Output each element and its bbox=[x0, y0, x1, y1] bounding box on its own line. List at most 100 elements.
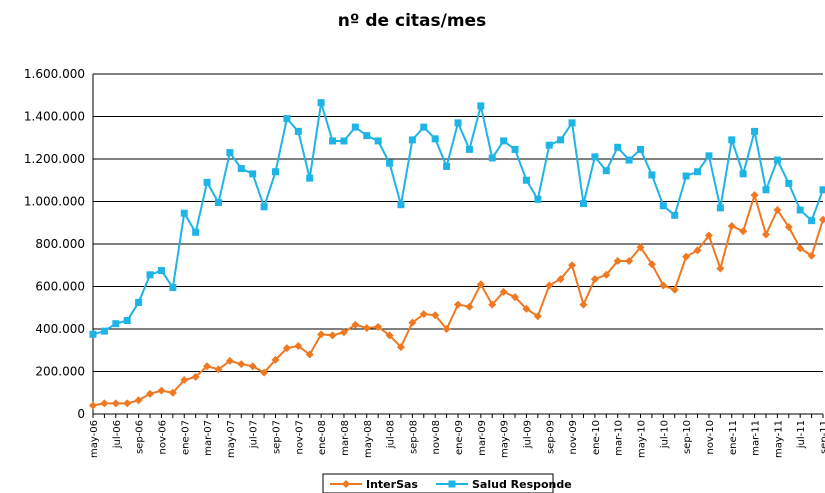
x-tick-label: mar-10 bbox=[614, 420, 625, 456]
y-tick-label: 400.000 bbox=[35, 322, 85, 336]
point bbox=[568, 261, 577, 270]
legend-marker bbox=[448, 480, 456, 488]
x-tick-label: may-07 bbox=[226, 420, 237, 458]
point bbox=[305, 350, 314, 359]
point bbox=[157, 267, 165, 275]
point bbox=[134, 396, 143, 405]
x-tick-label: sep-07 bbox=[272, 420, 283, 454]
point bbox=[533, 312, 542, 321]
point bbox=[591, 153, 599, 161]
x-tick-label: mar-11 bbox=[751, 420, 762, 456]
x-tick-label: nov-06 bbox=[157, 420, 168, 454]
point bbox=[328, 331, 337, 340]
point bbox=[568, 119, 576, 127]
legend-label: Salud Responde bbox=[472, 478, 572, 491]
x-tick-label: ene-08 bbox=[317, 420, 328, 455]
point bbox=[386, 159, 394, 167]
point bbox=[260, 203, 268, 211]
point bbox=[191, 372, 200, 381]
point bbox=[89, 330, 97, 338]
point bbox=[784, 223, 793, 231]
point bbox=[465, 302, 474, 311]
point bbox=[522, 304, 531, 313]
x-tick-label: sep-09 bbox=[545, 420, 556, 454]
point bbox=[180, 376, 189, 384]
point bbox=[226, 149, 234, 157]
point bbox=[169, 284, 177, 292]
point bbox=[704, 231, 713, 240]
point bbox=[670, 285, 679, 294]
point bbox=[397, 201, 405, 209]
point bbox=[123, 399, 132, 408]
x-tick-label: jul-06 bbox=[112, 420, 123, 449]
x-tick-label: nov-07 bbox=[294, 420, 305, 454]
x-tick-label: mar-08 bbox=[340, 420, 351, 456]
point bbox=[545, 281, 554, 290]
point bbox=[625, 156, 633, 164]
point bbox=[819, 215, 825, 224]
point bbox=[636, 243, 645, 252]
point bbox=[283, 115, 291, 123]
x-tick-label: jul-08 bbox=[386, 420, 397, 449]
point bbox=[727, 221, 736, 230]
y-tick-label: 800.000 bbox=[35, 237, 85, 251]
point bbox=[761, 230, 770, 239]
point bbox=[442, 325, 451, 333]
point bbox=[282, 344, 291, 353]
x-tick-label: may-11 bbox=[773, 420, 784, 458]
point bbox=[750, 191, 759, 200]
point bbox=[694, 168, 702, 176]
x-tick-label: may-09 bbox=[500, 420, 511, 458]
point bbox=[716, 204, 724, 212]
point bbox=[306, 174, 314, 182]
point bbox=[751, 127, 759, 135]
point bbox=[739, 227, 748, 236]
point bbox=[602, 167, 610, 175]
point bbox=[648, 171, 656, 179]
point bbox=[168, 388, 177, 397]
point bbox=[214, 365, 223, 374]
y-tick-label: 1.400.000 bbox=[24, 110, 85, 124]
x-tick-label: jul-11 bbox=[796, 420, 807, 449]
point bbox=[214, 199, 222, 207]
point bbox=[579, 300, 588, 309]
point bbox=[693, 246, 702, 255]
x-tick-label: mar-09 bbox=[477, 420, 488, 456]
point bbox=[420, 123, 428, 131]
point bbox=[590, 275, 599, 284]
point bbox=[100, 327, 108, 335]
point bbox=[773, 206, 782, 214]
point bbox=[762, 186, 770, 194]
point bbox=[260, 368, 269, 377]
point bbox=[443, 162, 451, 170]
point bbox=[613, 257, 622, 265]
point bbox=[454, 300, 462, 309]
point bbox=[511, 145, 519, 153]
point bbox=[728, 136, 736, 144]
chart-title: nº de citas/mes bbox=[338, 11, 486, 31]
point bbox=[146, 271, 154, 279]
point bbox=[682, 252, 691, 261]
point bbox=[796, 244, 805, 253]
point bbox=[431, 311, 440, 320]
y-tick-label: 1.000.000 bbox=[24, 195, 85, 209]
point bbox=[351, 320, 360, 329]
point bbox=[351, 123, 359, 131]
point bbox=[557, 136, 565, 144]
legend-label: InterSas bbox=[366, 478, 418, 491]
point bbox=[500, 137, 508, 145]
y-tick-label: 1.200.000 bbox=[24, 152, 85, 166]
point bbox=[465, 145, 473, 153]
x-tick-label: ene-09 bbox=[454, 420, 465, 455]
point bbox=[408, 318, 417, 327]
point bbox=[579, 200, 587, 208]
point bbox=[682, 172, 690, 180]
point bbox=[796, 206, 804, 214]
x-tick-label: may-08 bbox=[363, 420, 374, 458]
point bbox=[477, 102, 485, 110]
point bbox=[522, 176, 530, 184]
point bbox=[556, 275, 565, 284]
x-tick-label: sep-11 bbox=[819, 420, 825, 454]
point bbox=[317, 330, 326, 339]
point bbox=[659, 202, 667, 210]
